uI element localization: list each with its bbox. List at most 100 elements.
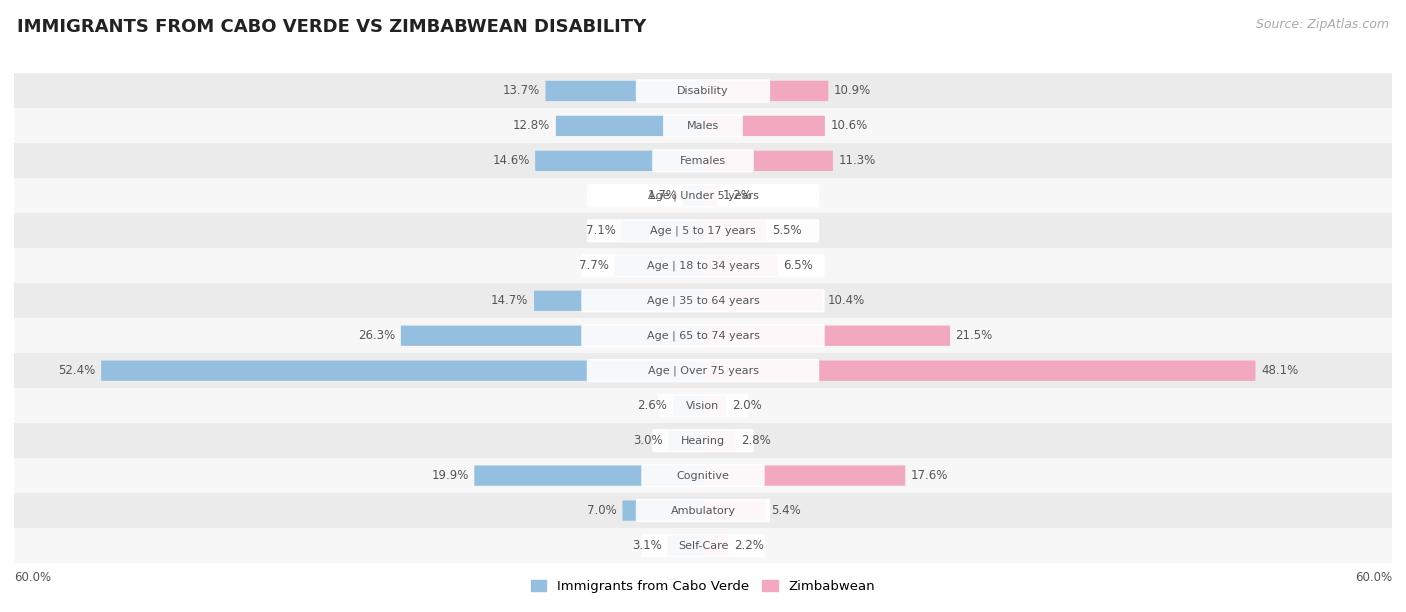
FancyBboxPatch shape [534,291,703,311]
Text: 1.7%: 1.7% [648,189,678,203]
FancyBboxPatch shape [703,466,905,486]
FancyBboxPatch shape [703,536,728,556]
Text: Age | Over 75 years: Age | Over 75 years [648,365,758,376]
Text: 21.5%: 21.5% [956,329,993,342]
FancyBboxPatch shape [703,291,823,311]
FancyBboxPatch shape [703,430,735,451]
Text: Source: ZipAtlas.com: Source: ZipAtlas.com [1256,18,1389,31]
FancyBboxPatch shape [14,353,1392,388]
FancyBboxPatch shape [703,116,825,136]
Text: Disability: Disability [678,86,728,96]
Text: 14.7%: 14.7% [491,294,529,307]
FancyBboxPatch shape [703,326,950,346]
FancyBboxPatch shape [621,221,703,241]
FancyBboxPatch shape [14,423,1392,458]
FancyBboxPatch shape [555,116,703,136]
FancyBboxPatch shape [14,283,1392,318]
Text: Cognitive: Cognitive [676,471,730,480]
FancyBboxPatch shape [703,360,1256,381]
Text: 2.8%: 2.8% [741,434,770,447]
FancyBboxPatch shape [586,359,820,382]
FancyBboxPatch shape [636,80,770,103]
FancyBboxPatch shape [14,143,1392,178]
Text: 3.1%: 3.1% [631,539,662,552]
Text: Self-Care: Self-Care [678,540,728,551]
Text: 7.0%: 7.0% [588,504,617,517]
FancyBboxPatch shape [703,395,725,416]
Text: Age | 65 to 74 years: Age | 65 to 74 years [647,330,759,341]
Text: 2.0%: 2.0% [731,399,762,412]
Legend: Immigrants from Cabo Verde, Zimbabwean: Immigrants from Cabo Verde, Zimbabwean [526,575,880,598]
Text: 10.4%: 10.4% [828,294,866,307]
FancyBboxPatch shape [652,149,754,173]
FancyBboxPatch shape [14,178,1392,214]
FancyBboxPatch shape [668,430,703,451]
FancyBboxPatch shape [14,528,1392,563]
Text: 5.5%: 5.5% [772,225,801,237]
Text: 10.6%: 10.6% [831,119,868,132]
Text: 60.0%: 60.0% [14,571,51,584]
Text: Age | 5 to 17 years: Age | 5 to 17 years [650,226,756,236]
FancyBboxPatch shape [586,219,820,242]
FancyBboxPatch shape [474,466,703,486]
FancyBboxPatch shape [14,248,1392,283]
FancyBboxPatch shape [14,108,1392,143]
Text: 7.1%: 7.1% [586,225,616,237]
FancyBboxPatch shape [658,394,748,417]
FancyBboxPatch shape [703,256,778,276]
FancyBboxPatch shape [652,429,754,452]
FancyBboxPatch shape [683,185,703,206]
FancyBboxPatch shape [581,254,825,277]
FancyBboxPatch shape [636,499,770,522]
FancyBboxPatch shape [664,114,742,138]
Text: Vision: Vision [686,401,720,411]
Text: 2.2%: 2.2% [734,539,763,552]
Text: 11.3%: 11.3% [838,154,876,167]
FancyBboxPatch shape [641,464,765,487]
FancyBboxPatch shape [14,493,1392,528]
FancyBboxPatch shape [703,81,828,101]
Text: 5.4%: 5.4% [770,504,800,517]
Text: 1.2%: 1.2% [723,189,752,203]
FancyBboxPatch shape [14,388,1392,423]
Text: 3.0%: 3.0% [633,434,662,447]
FancyBboxPatch shape [581,324,825,348]
FancyBboxPatch shape [546,81,703,101]
Text: 13.7%: 13.7% [503,84,540,97]
FancyBboxPatch shape [623,501,703,521]
FancyBboxPatch shape [581,289,825,313]
FancyBboxPatch shape [673,395,703,416]
Text: 7.7%: 7.7% [579,259,609,272]
FancyBboxPatch shape [668,536,703,556]
FancyBboxPatch shape [401,326,703,346]
Text: 60.0%: 60.0% [1355,571,1392,584]
FancyBboxPatch shape [14,318,1392,353]
Text: 26.3%: 26.3% [359,329,395,342]
FancyBboxPatch shape [614,256,703,276]
Text: 17.6%: 17.6% [911,469,948,482]
Text: 52.4%: 52.4% [58,364,96,377]
Text: IMMIGRANTS FROM CABO VERDE VS ZIMBABWEAN DISABILITY: IMMIGRANTS FROM CABO VERDE VS ZIMBABWEAN… [17,18,647,36]
FancyBboxPatch shape [536,151,703,171]
FancyBboxPatch shape [703,151,832,171]
FancyBboxPatch shape [14,73,1392,108]
Text: Age | Under 5 years: Age | Under 5 years [648,190,758,201]
Text: Age | 18 to 34 years: Age | 18 to 34 years [647,261,759,271]
FancyBboxPatch shape [14,458,1392,493]
Text: 19.9%: 19.9% [432,469,468,482]
Text: 2.6%: 2.6% [637,399,668,412]
FancyBboxPatch shape [703,501,765,521]
Text: 6.5%: 6.5% [783,259,813,272]
FancyBboxPatch shape [703,185,717,206]
FancyBboxPatch shape [703,221,766,241]
FancyBboxPatch shape [101,360,703,381]
FancyBboxPatch shape [14,214,1392,248]
Text: 12.8%: 12.8% [513,119,550,132]
Text: Males: Males [688,121,718,131]
FancyBboxPatch shape [641,534,765,558]
Text: Females: Females [681,156,725,166]
Text: Hearing: Hearing [681,436,725,446]
Text: Age | 35 to 64 years: Age | 35 to 64 years [647,296,759,306]
Text: 48.1%: 48.1% [1261,364,1298,377]
Text: Ambulatory: Ambulatory [671,506,735,515]
